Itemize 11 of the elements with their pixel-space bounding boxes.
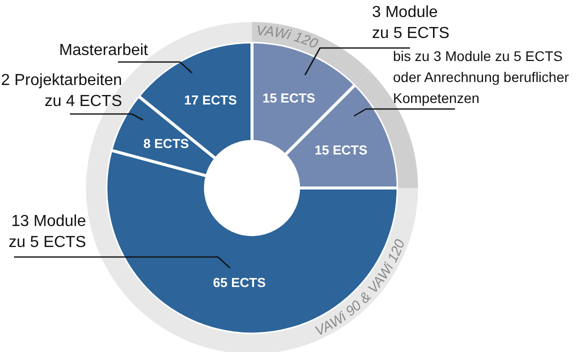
data-label: 15 ECTS (262, 90, 316, 106)
data-label: 15 ECTS (314, 142, 368, 158)
data-label: 65 ECTS (213, 275, 266, 290)
slice-label: bis zu 3 Module zu 5 ECTS oder Anrechnung beruflicher Kompetenzen (393, 47, 570, 108)
slice-label: 2 Projektarbeiten zu 4 ECTS (0, 71, 122, 112)
slice-label: 13 Module zu 5 ECTS (8, 212, 86, 253)
text: VAWi 120 (256, 22, 321, 52)
data-label: 8 ECTS (143, 136, 190, 151)
slice-label: 3 Module zu 5 ECTS (372, 3, 450, 44)
slice-label: Masterarbeit (58, 41, 148, 61)
data-label: 17 ECTS (184, 92, 238, 108)
